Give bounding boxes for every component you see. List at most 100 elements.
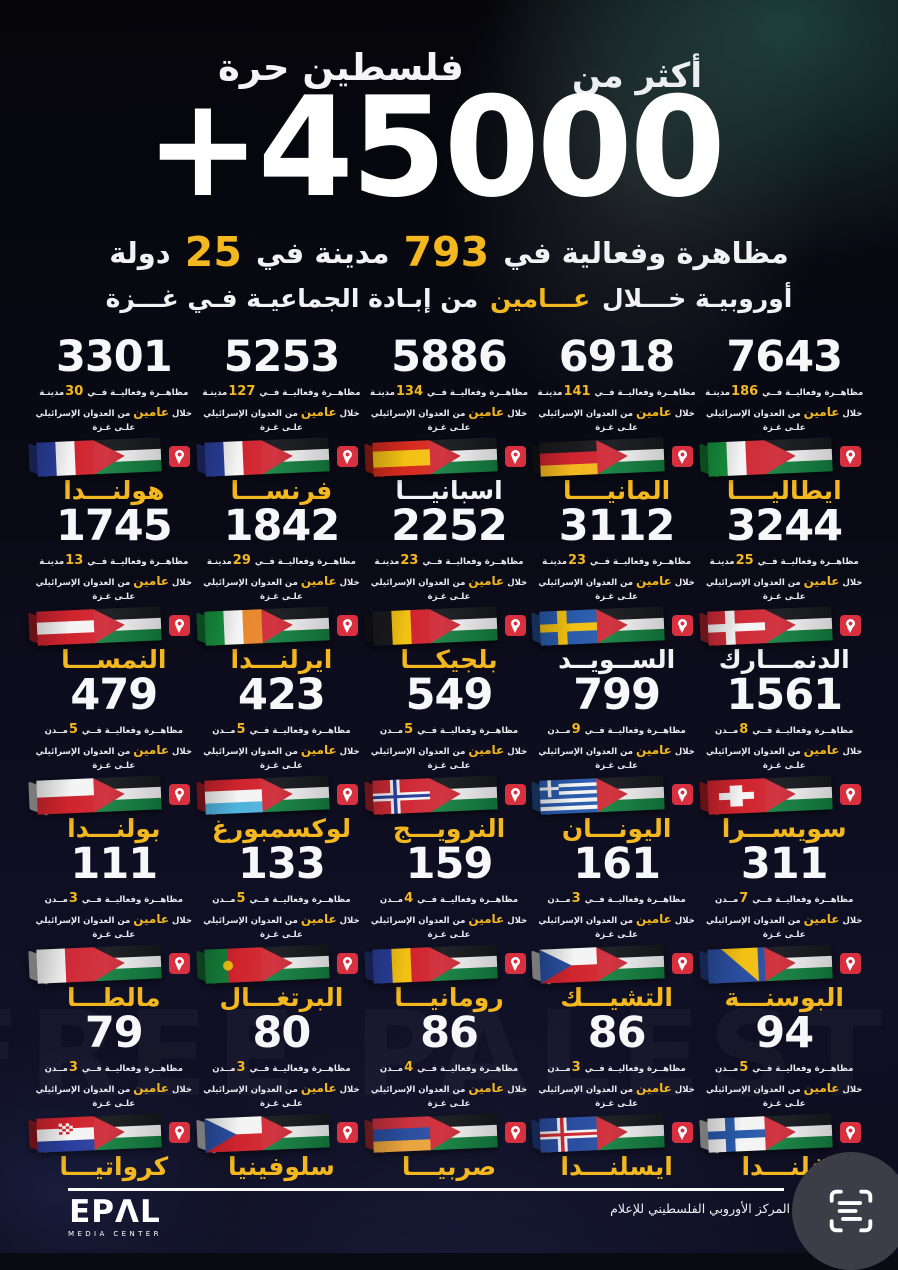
- country-palestine-flag-banner: [531, 605, 665, 647]
- country-cell: 161 مظاهــرة وفعاليــة فــي 3مــدن خلال …: [531, 839, 697, 1011]
- country-palestine-flag-banner: [699, 1112, 833, 1154]
- country-flag: [707, 608, 766, 646]
- country-stats-text: مظاهــرة وفعاليــة فــي 7مــدن خلال عامي…: [706, 891, 863, 940]
- more-than-label: أكثر من: [572, 56, 702, 96]
- country-stats-text: مظاهــرة وفعاليــة فــي 23مدينـة خلال عا…: [370, 553, 528, 602]
- location-pin-icon: [504, 446, 526, 468]
- country-flag: [371, 1115, 431, 1153]
- country-cell: 5253 مظاهــرة وفعاليــة فــي 127مدينـة خ…: [196, 336, 362, 504]
- country-cell: 159 مظاهــرة وفعاليــة فــي 4مــدن خلال …: [363, 839, 529, 1011]
- location-pin-icon: [839, 446, 861, 468]
- demonstrations-count: 80: [252, 1008, 311, 1058]
- demonstrations-count: 6918: [558, 332, 676, 382]
- demonstrations-count: 3301: [55, 332, 173, 382]
- country-flag: [371, 777, 431, 815]
- country-name: الدنمـــارك: [718, 644, 850, 674]
- country-flag: [371, 946, 431, 984]
- location-pin-icon: [672, 953, 694, 975]
- country-cell: 86 مظاهــرة وفعاليــة فــي 4مــدن خلال ع…: [363, 1012, 529, 1180]
- country-name: ايطاليــــا: [726, 475, 842, 505]
- location-pin-icon: [504, 615, 526, 637]
- country-flag: [707, 946, 766, 984]
- palestine-flag: [261, 605, 330, 643]
- country-palestine-flag-banner: [363, 774, 498, 816]
- country-flag: [204, 946, 263, 984]
- country-flag: [204, 777, 263, 815]
- country-stats-text: مظاهــرة وفعاليــة فــي 141مدينـة خلال ع…: [537, 384, 696, 433]
- subtitle1-before: مظاهرة وفعالية في: [503, 236, 789, 270]
- demonstrations-count: 311: [740, 839, 829, 889]
- scan-button[interactable]: [792, 1152, 898, 1270]
- palestine-flag: [93, 1112, 162, 1150]
- location-pin-icon: [672, 446, 694, 468]
- palestine-flag: [596, 774, 665, 812]
- country-name: النمســـا: [61, 644, 167, 674]
- subtitle-cities-countries: مظاهرة وفعالية في 793 مدينة في 25 دولة: [0, 228, 898, 276]
- country-cell: 79 مظاهــرة وفعاليــة فــي 3مــدن خلال ع…: [28, 1012, 194, 1180]
- palestine-flag: [596, 436, 665, 474]
- subtitle2-before: أوروبيـة خـــلال: [601, 284, 793, 313]
- country-stats-text: مظاهــرة وفعاليــة فــي 5مــدن خلال عامي…: [203, 891, 360, 940]
- palestine-flag: [261, 943, 330, 981]
- country-cell: 111 مظاهــرة وفعاليــة فــي 3مــدن خلال …: [28, 843, 194, 1011]
- palestine-flag: [93, 943, 162, 981]
- country-cell: 7643 مظاهــرة وفعاليــة فــي 186مدينـة خ…: [699, 332, 864, 504]
- demonstrations-count: 159: [405, 839, 494, 889]
- country-palestine-flag-banner: [196, 1112, 330, 1154]
- country-flag: [539, 1115, 598, 1153]
- country-stats-text: مظاهــرة وفعاليــة فــي 134مدينـة خلال ع…: [369, 384, 529, 433]
- demonstrations-count: 94: [755, 1008, 814, 1058]
- location-pin-icon: [672, 615, 694, 637]
- country-stats-text: مظاهــرة وفعاليــة فــي 3مــدن خلال عامي…: [538, 1060, 695, 1109]
- country-stats-text: مظاهــرة وفعاليــة فــي 8مــدن خلال عامي…: [706, 722, 863, 771]
- palestine-flag: [93, 436, 162, 474]
- location-pin-icon: [336, 953, 358, 975]
- country-name: الســويــد: [558, 644, 676, 674]
- country-stats-text: مظاهــرة وفعاليــة فــي 5مــدن خلال عامي…: [370, 722, 528, 771]
- epal-logo-word: EPΛL: [69, 1194, 161, 1230]
- location-pin-icon: [336, 446, 358, 468]
- country-stats-text: مظاهــرة وفعاليــة فــي 3مــدن خلال عامي…: [35, 1060, 192, 1109]
- free-palestine-title: فلسطين حرة: [218, 46, 464, 89]
- country-stats-text: مظاهــرة وفعاليــة فــي 3مــدن خلال عامي…: [203, 1060, 360, 1109]
- country-cell: 5886 مظاهــرة وفعاليــة فــي 134مدينـة خ…: [363, 332, 529, 504]
- location-pin-icon: [839, 615, 861, 637]
- demonstrations-count: 1561: [726, 670, 843, 720]
- demonstrations-count: 161: [573, 839, 661, 889]
- demonstrations-count: 1842: [223, 501, 341, 551]
- country-palestine-flag-banner: [28, 436, 162, 478]
- location-pin-icon: [336, 784, 358, 806]
- country-name: سلوفينيا: [227, 1151, 335, 1181]
- country-palestine-flag-banner: [699, 436, 833, 478]
- location-pin-icon: [336, 615, 358, 637]
- country-flag: [36, 777, 96, 815]
- country-flag: [539, 439, 598, 477]
- total-countries-number: 25: [184, 228, 242, 276]
- country-cell: 311 مظاهــرة وفعاليــة فــي 7مــدن خلال …: [699, 839, 864, 1011]
- country-palestine-flag-banner: [531, 436, 665, 478]
- country-stats-text: مظاهــرة وفعاليــة فــي 3مــدن خلال عامي…: [35, 891, 192, 940]
- country-cell: 94 مظاهــرة وفعاليــة فــي 5مــدن خلال ع…: [699, 1008, 864, 1180]
- demonstrations-count: 423: [238, 670, 326, 720]
- country-flag: [707, 439, 766, 477]
- demonstrations-count: 7643: [726, 332, 843, 382]
- country-cell: 1745 مظاهــرة وفعاليــة فــي 13مدينـة خل…: [28, 505, 194, 673]
- countries-grid: 7643 مظاهــرة وفعاليــة فــي 186مدينـة خ…: [28, 332, 864, 1180]
- country-cell: 6918 مظاهــرة وفعاليــة فــي 141مدينـة خ…: [531, 332, 697, 504]
- country-palestine-flag-banner: [28, 605, 162, 647]
- subtitle1-after: دولة: [109, 236, 171, 270]
- country-stats-text: مظاهــرة وفعاليــة فــي 186مدينـة خلال ع…: [705, 384, 864, 433]
- country-palestine-flag-banner: [363, 1112, 498, 1154]
- demonstrations-count: 5886: [391, 332, 508, 382]
- country-flag: [707, 777, 766, 815]
- location-pin-icon: [504, 784, 526, 806]
- location-pin-icon: [169, 446, 191, 468]
- palestine-flag: [763, 436, 833, 474]
- palestine-flag: [261, 436, 330, 474]
- country-cell: 133 مظاهــرة وفعاليــة فــي 5مــدن خلال …: [196, 843, 362, 1011]
- country-palestine-flag-banner: [28, 943, 162, 985]
- palestine-flag: [763, 774, 833, 812]
- location-pin-icon: [169, 784, 191, 806]
- country-name: البرتغـــال: [219, 982, 344, 1012]
- total-cities-number: 793: [403, 228, 490, 276]
